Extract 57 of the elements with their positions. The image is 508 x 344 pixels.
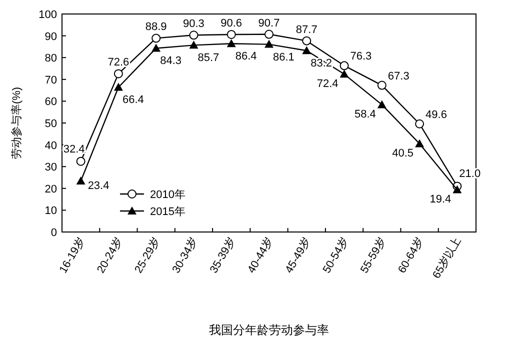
- point: [302, 46, 312, 54]
- point: [415, 119, 424, 128]
- data-label: 85.7: [198, 52, 220, 64]
- point: [189, 30, 198, 40]
- y-axis-title: 劳动参与率(%): [10, 86, 23, 160]
- point: [264, 30, 274, 39]
- y-tick-label: 30: [44, 162, 57, 174]
- point: [152, 34, 161, 43]
- point: [189, 40, 198, 49]
- point: [452, 185, 462, 194]
- data-label: 49.6: [426, 108, 447, 121]
- data-label: 23.4: [88, 180, 110, 192]
- data-label: 19.4: [430, 194, 452, 206]
- data-label: 84.3: [160, 55, 182, 68]
- data-label: 76.3: [350, 50, 372, 63]
- point: [340, 61, 349, 70]
- legend-label: 2015年: [150, 206, 186, 218]
- y-tick-label: 60: [44, 96, 57, 108]
- y-tick-label: 100: [38, 9, 57, 21]
- point: [76, 156, 86, 166]
- point: [226, 30, 236, 39]
- legend-label: 2010年: [150, 189, 186, 201]
- y-tick-label: 70: [44, 74, 57, 86]
- data-label: 90.7: [258, 17, 280, 30]
- point: [114, 82, 123, 91]
- y-tick-label: 10: [44, 205, 57, 218]
- y-tick-label: 80: [44, 52, 57, 65]
- y-tick-label: 20: [44, 183, 57, 196]
- point: [264, 40, 274, 48]
- point: [377, 100, 386, 108]
- y-tick-label: 90: [44, 30, 57, 43]
- data-label: 86.4: [235, 50, 257, 63]
- data-label: 87.7: [296, 24, 318, 36]
- point: [226, 39, 236, 48]
- point: [415, 139, 424, 148]
- y-tick-label: 50: [44, 118, 57, 130]
- point: [302, 36, 312, 46]
- data-label: 72.4: [316, 78, 338, 90]
- y-tick-label: 40: [44, 140, 57, 152]
- data-label: 32.4: [63, 143, 85, 156]
- data-label: 90.6: [220, 17, 242, 30]
- data-label: 72.6: [108, 56, 130, 69]
- x-tick-label: 65岁以上: [430, 235, 464, 281]
- point: [152, 44, 161, 52]
- data-label: 88.9: [145, 21, 167, 34]
- point: [377, 80, 386, 90]
- y-tick-label: 0: [50, 227, 57, 239]
- point: [114, 69, 123, 78]
- point: [340, 70, 349, 78]
- data-label: 67.3: [388, 70, 410, 82]
- x-axis-title: 我国分年龄劳动参与率: [209, 323, 329, 337]
- data-label: 58.4: [354, 108, 376, 121]
- data-label: 90.3: [183, 18, 204, 30]
- point: [76, 176, 86, 184]
- data-label: 40.5: [392, 148, 414, 160]
- data-label: 66.4: [122, 94, 144, 106]
- data-label: 86.1: [273, 51, 294, 64]
